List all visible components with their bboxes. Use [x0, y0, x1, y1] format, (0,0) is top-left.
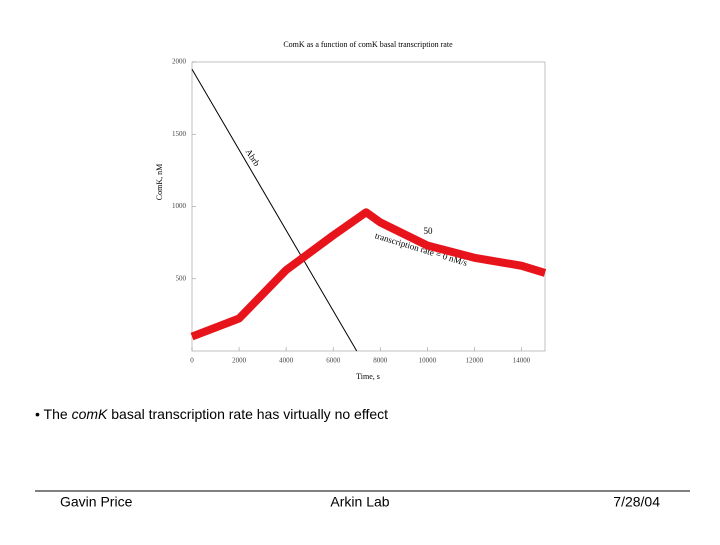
- annotation: 50: [424, 226, 434, 236]
- x-tick-label: 6000: [326, 357, 341, 365]
- x-tick-label: 4000: [279, 357, 294, 365]
- x-tick-label: 8000: [373, 357, 388, 365]
- data-line: [191, 68, 358, 352]
- y-tick-label: 1000: [172, 202, 187, 210]
- data-line: [190, 208, 547, 341]
- footer-center: Arkin Lab: [330, 494, 389, 510]
- x-tick-label: 0: [190, 357, 194, 365]
- bullet-part: basal transcription rate has virtually n…: [107, 406, 388, 422]
- bullet-dot: •: [35, 406, 44, 422]
- footer-right: 7/28/04: [613, 494, 660, 510]
- x-tick-label: 2000: [232, 357, 247, 365]
- y-tick-label: 2000: [172, 58, 187, 66]
- chart-title: ComK as a function of comK basal transcr…: [283, 40, 453, 49]
- bullet-text: • The comK basal transcription rate has …: [35, 406, 388, 422]
- x-tick-label: 10000: [419, 357, 437, 365]
- x-tick-label: 12000: [466, 357, 484, 365]
- y-tick-label: 1500: [172, 130, 187, 138]
- x-tick-label: 14000: [513, 357, 531, 365]
- y-tick-label: 500: [176, 274, 187, 282]
- bullet-italic: comK: [72, 406, 108, 422]
- line-label: Abrb: [244, 147, 263, 168]
- footer-left: Gavin Price: [60, 494, 133, 510]
- bullet-part: The: [44, 406, 72, 422]
- x-axis-label: Time, s: [356, 372, 380, 381]
- y-axis-label: ComK, nM: [155, 164, 164, 200]
